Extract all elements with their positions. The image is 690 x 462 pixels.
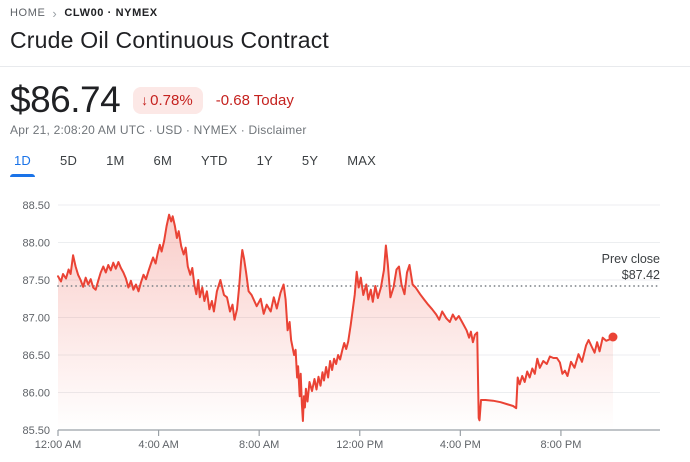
tab-5d[interactable]: 5D (56, 151, 81, 177)
tab-label: 1M (106, 153, 125, 168)
disclaimer-link[interactable]: Disclaimer (248, 123, 307, 137)
change-percent-badge: ↓ 0.78% (133, 86, 203, 114)
x-axis-label: 4:00 PM (440, 439, 481, 451)
tab-6m[interactable]: 6M (150, 151, 176, 177)
tab-label: MAX (347, 153, 377, 168)
change-absolute: -0.68 Today (215, 91, 294, 109)
active-tab-underline (150, 174, 176, 177)
y-axis-label: 86.00 (22, 388, 50, 400)
tab-label: YTD (201, 153, 228, 168)
tab-label: 1D (14, 153, 32, 168)
price-line (57, 213, 614, 422)
tab-1d[interactable]: 1D (10, 151, 36, 177)
active-tab-underline (298, 174, 322, 177)
tab-label: 5D (60, 153, 78, 168)
active-tab-underline (343, 174, 380, 177)
x-axis-label: 8:00 PM (540, 439, 581, 451)
y-axis-label: 85.50 (22, 425, 50, 437)
page-title: Crude Oil Continuous Contract (10, 27, 330, 53)
y-axis-label: 88.00 (22, 238, 50, 250)
breadcrumb-symbol: CLW00 · NYMEX (64, 7, 158, 19)
x-axis-label: 4:00 AM (138, 439, 178, 451)
quote-header: $86.74 ↓ 0.78% -0.68 Today (10, 79, 294, 121)
active-tab-underline (56, 174, 81, 177)
prev-close-value: $87.42 (622, 268, 660, 282)
x-axis-label: 12:00 PM (336, 439, 383, 451)
tab-max[interactable]: MAX (343, 151, 380, 177)
tab-ytd[interactable]: YTD (197, 151, 232, 177)
chart-area-fill (58, 214, 613, 430)
current-price: $86.74 (10, 79, 121, 120)
active-tab-underline (197, 174, 232, 177)
quote-meta: Apr 21, 2:08:20 AM UTC · USD · NYMEX · D… (10, 123, 307, 137)
y-axis-label: 86.50 (22, 350, 50, 362)
y-axis-label: 88.50 (22, 200, 50, 212)
tab-label: 6M (153, 153, 172, 168)
y-axis-label: 87.50 (22, 275, 50, 287)
last-price-dot (608, 332, 618, 342)
tab-5y[interactable]: 5Y (298, 151, 322, 177)
tab-label: 5Y (301, 153, 319, 168)
tab-1y[interactable]: 1Y (253, 151, 277, 177)
prev-close-label: Prev close (602, 252, 660, 266)
breadcrumb-chevron-icon: › (52, 5, 58, 21)
x-axis-label: 8:00 AM (239, 439, 279, 451)
quote-timestamp: Apr 21, 2:08:20 AM UTC · USD · NYMEX · (10, 123, 249, 137)
tab-1m[interactable]: 1M (102, 151, 128, 177)
arrow-down-icon: ↓ (141, 92, 149, 108)
header-divider (0, 66, 690, 67)
change-percent-value: 0.78% (150, 91, 193, 109)
breadcrumb-home-link[interactable]: HOME (10, 7, 46, 19)
tab-label: 1Y (256, 153, 273, 168)
range-tabs: 1D 5D 1M 6M YTD 1Y 5Y MAX (10, 151, 380, 177)
breadcrumb: HOME › CLW00 · NYMEX (10, 5, 158, 21)
active-tab-underline (102, 174, 128, 177)
y-axis-label: 87.00 (22, 313, 50, 325)
x-axis-label: 12:00 AM (35, 439, 81, 451)
active-tab-underline (10, 174, 36, 177)
price-chart[interactable]: 88.50 88.00 87.50 87.00 86.50 86.00 85.50 12:00… (0, 186, 690, 462)
active-tab-underline (253, 174, 277, 177)
